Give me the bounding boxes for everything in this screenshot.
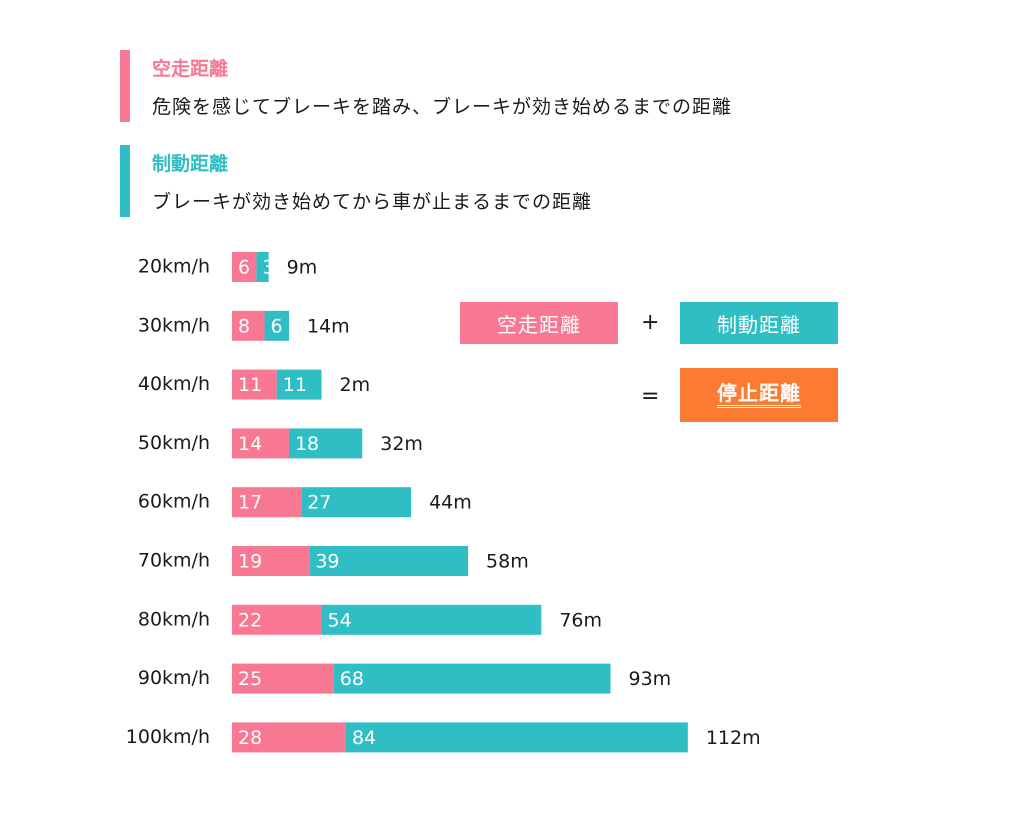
- reaction-bar: [232, 252, 257, 282]
- braking-value-label: 68: [340, 668, 364, 690]
- reaction-value-label: 14: [238, 433, 262, 455]
- formula-plus: +: [641, 310, 660, 335]
- category-label: 60km/h: [138, 491, 210, 513]
- legend-reaction: 空走距離 危険を感じてブレーキを踏み、ブレーキが効き始めるまでの距離: [120, 50, 840, 122]
- braking-value-label: 6: [271, 315, 283, 337]
- legend-braking-title: 制動距離: [152, 153, 229, 175]
- formula-reaction-box: 空走距離: [460, 302, 618, 344]
- legend-braking: 制動距離 ブレーキが効き始めてから車が止まるまでの距離: [120, 145, 840, 217]
- reaction-bar: [232, 487, 302, 518]
- reaction-value-label: 6: [238, 257, 250, 279]
- category-label: 40km/h: [138, 373, 210, 395]
- braking-bar: [321, 604, 542, 635]
- braking-value-label: 18: [295, 433, 319, 455]
- total-label: 9m: [287, 257, 318, 279]
- braking-value-label: 3: [262, 257, 274, 279]
- reaction-bar: [232, 428, 289, 459]
- category-label: 80km/h: [138, 608, 210, 630]
- reaction-bar: [232, 604, 322, 635]
- total-label: 14m: [307, 315, 350, 337]
- reaction-value-label: 11: [238, 374, 262, 396]
- total-label: 76m: [559, 609, 602, 631]
- total-label: 112m: [706, 727, 761, 749]
- total-label: 32m: [380, 433, 423, 455]
- braking-bar: [309, 546, 469, 576]
- braking-bar: [256, 252, 269, 282]
- braking-value-label: 54: [328, 609, 352, 631]
- reaction-value-label: 17: [238, 492, 262, 514]
- total-label: 58m: [486, 551, 529, 573]
- reaction-value-label: 19: [238, 551, 262, 573]
- formula-stopping-label: 停止距離: [717, 382, 801, 408]
- total-label: 2m: [340, 374, 371, 396]
- category-label: 70km/h: [138, 550, 210, 572]
- legend-braking-description: ブレーキが効き始めてから車が止まるまでの距離: [152, 191, 593, 213]
- legend-reaction-title: 空走距離: [152, 58, 229, 80]
- legend-reaction-description: 危険を感じてブレーキを踏み、ブレーキが効き始めるまでの距離: [152, 96, 733, 118]
- legend-reaction-bar: [120, 50, 130, 122]
- reaction-value-label: 28: [238, 727, 262, 749]
- formula-equals: =: [641, 384, 660, 409]
- reaction-value-label: 25: [238, 668, 262, 690]
- category-label: 100km/h: [126, 726, 210, 748]
- reaction-value-label: 22: [238, 609, 262, 631]
- braking-bar: [301, 487, 412, 518]
- braking-value-label: 27: [307, 492, 331, 514]
- category-label: 50km/h: [138, 432, 210, 454]
- formula-braking-box: 制動距離: [680, 302, 838, 344]
- reaction-bar: [232, 546, 310, 576]
- braking-bar: [288, 428, 363, 459]
- formula-stopping-box: 停止距離: [680, 368, 838, 422]
- total-label: 93m: [629, 668, 672, 690]
- braking-bar: [333, 663, 611, 694]
- reaction-bar: [232, 722, 346, 753]
- braking-bar: [276, 369, 322, 400]
- reaction-value-label: 8: [238, 315, 250, 337]
- braking-bar: [345, 722, 688, 753]
- category-label: 30km/h: [138, 314, 210, 336]
- braking-value-label: 39: [315, 551, 339, 573]
- braking-value-label: 84: [352, 727, 376, 749]
- total-label: 44m: [429, 492, 472, 514]
- reaction-bar: [232, 663, 334, 694]
- braking-value-label: 11: [283, 374, 307, 396]
- legend-braking-bar: [120, 145, 130, 217]
- braking-bar: [264, 310, 289, 341]
- reaction-bar: [232, 310, 265, 341]
- reaction-bar: [232, 369, 277, 400]
- category-label: 20km/h: [138, 256, 210, 278]
- category-label: 90km/h: [138, 667, 210, 689]
